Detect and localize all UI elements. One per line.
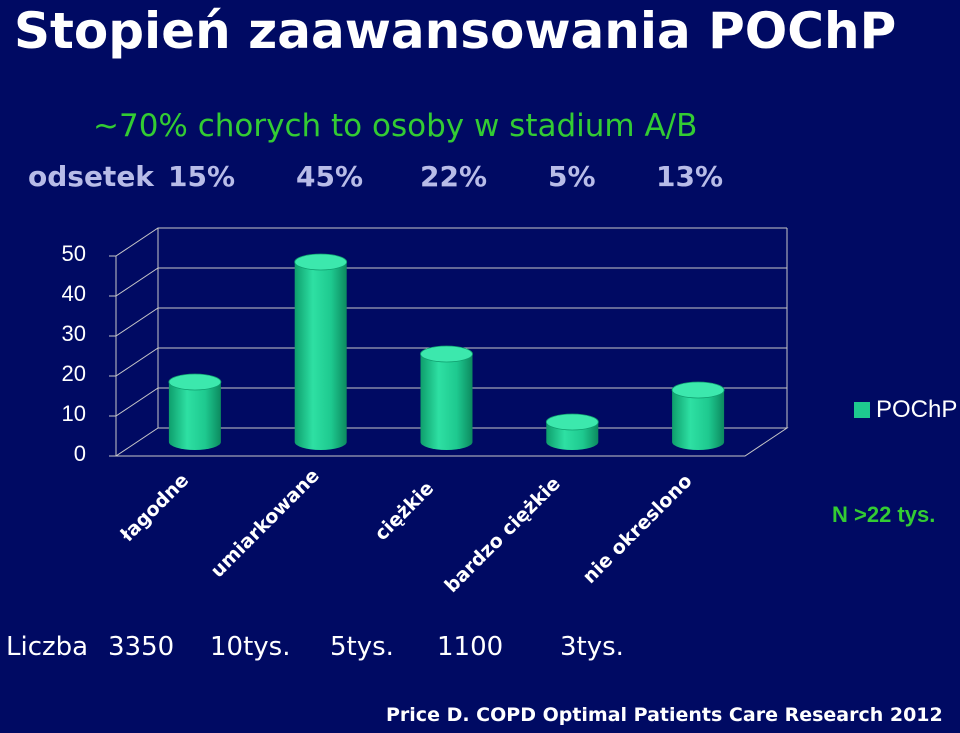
legend-label: POChP [876,396,958,423]
bar-top [294,253,348,271]
odsetek-value: 22% [420,160,488,193]
gridline [115,307,787,337]
gridline [115,227,787,257]
odsetek-value: 15% [168,160,236,193]
chart-bars [168,253,725,450]
y-tick-label: 10 [61,401,86,426]
odsetek-value: 5% [548,160,596,193]
bar-top [420,345,473,363]
sample-size-label: N >22 tys. [832,502,936,527]
source-citation: Price D. COPD Optimal Patients Care Rese… [386,704,943,726]
chart-grid [109,227,789,457]
slide-title: Stopień zaawansowania POChP [14,2,897,60]
y-tick-label: 30 [61,321,86,346]
liczba-label: Liczba [6,632,89,662]
bar-cylinder [420,354,473,450]
liczba-value: 3tys. [560,632,624,662]
bar-cylinder [672,390,725,450]
y-tick-label: 0 [73,441,86,466]
odsetek-value: 13% [656,160,724,193]
gridline [115,387,787,417]
legend-swatch [854,402,870,418]
bar-cylinder [168,382,221,450]
subtitle: ~70% chorych to osoby w stadium A/B [93,108,698,144]
odsetek-label: odsetek [28,160,154,193]
bar-top [671,381,725,399]
y-tick-label: 50 [61,241,86,266]
y-tick-label: 20 [61,361,86,386]
bar-top [545,413,599,431]
odsetek-value: 45% [296,160,364,193]
y-tick-label: 40 [61,281,86,306]
chart-legend: POChP [854,396,957,424]
gridline [115,267,787,297]
liczba-value: 5tys. [330,632,394,662]
liczba-value: 1100 [437,632,504,662]
bar-cylinder [294,262,347,450]
bar-top [168,373,222,391]
liczba-value: 3350 [108,632,175,662]
gridline [115,347,787,377]
liczba-value: 10tys. [210,632,291,662]
